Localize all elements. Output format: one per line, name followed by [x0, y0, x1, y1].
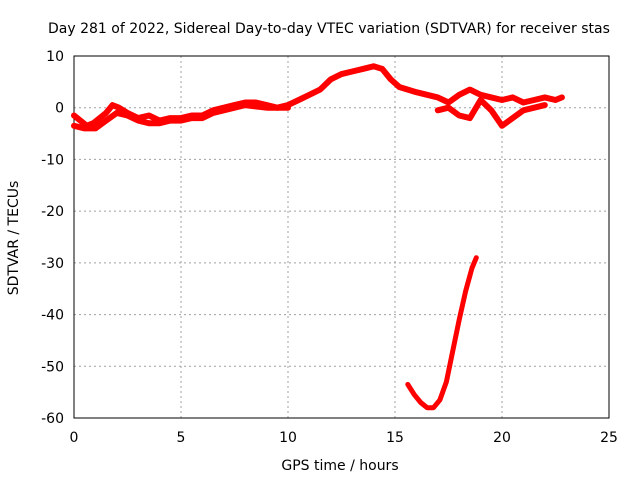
- y-tick-label: 0: [55, 101, 64, 117]
- series-line-3: [434, 97, 548, 129]
- y-tick-label: -50: [41, 359, 64, 375]
- y-tick-label: -60: [41, 411, 64, 427]
- x-axis-label: GPS time / hours: [281, 458, 398, 474]
- y-ticks: 10 0 -10 -20 -30 -40 -50 -60: [41, 49, 64, 427]
- y-tick-label: -40: [41, 308, 64, 324]
- series-line-4: [405, 255, 479, 411]
- chart-title: Day 281 of 2022, Sidereal Day-to-day VTE…: [48, 21, 610, 37]
- x-tick-label: 25: [600, 430, 618, 446]
- plot-frame: [73, 55, 610, 419]
- y-tick-label: -20: [41, 204, 64, 220]
- x-ticks: 0 5 10 15 20 25: [70, 430, 618, 446]
- x-tick-label: 10: [279, 430, 297, 446]
- grid: [74, 56, 609, 418]
- y-tick-label: 10: [46, 49, 64, 65]
- y-tick-label: -10: [41, 152, 64, 168]
- y-axis-label: SDTVAR / TECUs: [6, 181, 22, 296]
- series-line-1: [71, 63, 565, 129]
- x-tick-label: 0: [70, 430, 79, 446]
- series-group: [71, 63, 565, 411]
- series-line-2: [71, 102, 291, 132]
- x-tick-label: 20: [493, 430, 511, 446]
- x-tick-label: 15: [386, 430, 404, 446]
- x-tick-label: 5: [177, 430, 186, 446]
- y-tick-label: -30: [41, 256, 64, 272]
